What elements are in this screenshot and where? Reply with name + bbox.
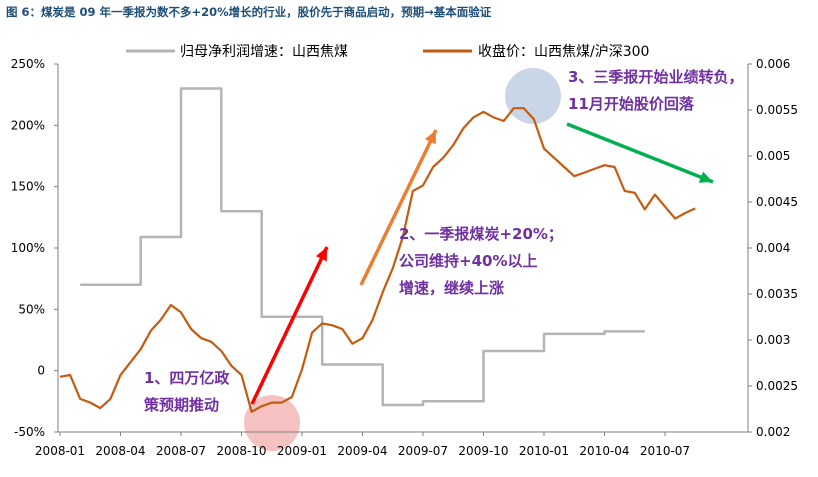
x-tick-label: 2009-01: [277, 444, 327, 458]
chart-title: 图 6：煤炭是 09 年一季报为数不多+20%增长的行业，股价先于商品启动，预期…: [6, 5, 492, 19]
left-tick-label: 0: [37, 364, 45, 378]
right-tick-label: 0.005: [756, 149, 790, 163]
x-tick-label: 2008-01: [35, 444, 85, 458]
arrow-layer: [250, 122, 714, 405]
arrow-green: [566, 122, 714, 184]
arrow-red: [250, 246, 329, 405]
right-tick-label: 0.002: [756, 425, 790, 439]
right-tick-label: 0.0045: [756, 195, 798, 209]
left-tick-label: 200%: [11, 118, 45, 132]
legend: 归母净利润增速：山西焦煤 收盘价：山西焦煤/沪深300: [126, 43, 649, 60]
right-tick-label: 0.0035: [756, 287, 798, 301]
right-tick-label: 0.0055: [756, 103, 798, 117]
x-tick-label: 2010-07: [640, 444, 690, 458]
x-tick-label: 2008-07: [156, 444, 206, 458]
x-tick-label: 2008-10: [216, 444, 266, 458]
arrow-red-head: [315, 247, 327, 262]
annotation-2-line: 2、一季报煤炭+20%；: [399, 225, 563, 243]
arrow-green-head: [698, 171, 713, 183]
annotation-1-line: 策预期推动: [143, 396, 219, 414]
highlight-circle-blue: [505, 68, 561, 124]
arrow-orange: [359, 129, 438, 286]
x-tick-label: 2008-04: [95, 444, 145, 458]
left-tick-label: -50%: [14, 425, 45, 439]
left-tick-label: 150%: [11, 180, 45, 194]
series-line-price-ratio: [59, 107, 696, 413]
x-tick-label: 2009-07: [398, 444, 448, 458]
annotation-3-line: 3、三季报开始业绩转负，: [568, 68, 743, 86]
x-tick-label: 2009-10: [458, 444, 508, 458]
annotation-2-line: 增速，继续上涨: [399, 279, 504, 297]
x-tick-label: 2009-04: [337, 444, 387, 458]
right-tick-label: 0.006: [756, 57, 790, 71]
legend-label: 收盘价：山西焦煤/沪深300: [478, 43, 649, 60]
right-tick-label: 0.0025: [756, 379, 798, 393]
series-line-profit-growth: [80, 87, 645, 407]
right-tick-label: 0.004: [756, 241, 790, 255]
left-tick-label: 50%: [18, 302, 45, 316]
series-layer: [59, 87, 696, 413]
annotation-3-line: 11月开始股价回落: [568, 95, 695, 113]
annotation-2-line: 公司维持+40%以上: [399, 252, 537, 270]
legend-label: 归母净利润增速：山西焦煤: [180, 43, 348, 60]
annotation-1-line: 1、四万亿政: [144, 369, 230, 387]
axes: 250% 200% 150% 100% 50% 0 -50% 0.006 0.0055 0.005…: [11, 57, 798, 458]
left-tick-label: 100%: [11, 241, 45, 255]
right-tick-label: 0.003: [756, 333, 790, 347]
x-tick-label: 2010-01: [519, 444, 569, 458]
arrow-orange-head: [424, 130, 436, 145]
left-tick-label: 250%: [11, 57, 45, 71]
x-tick-label: 2010-04: [579, 444, 629, 458]
